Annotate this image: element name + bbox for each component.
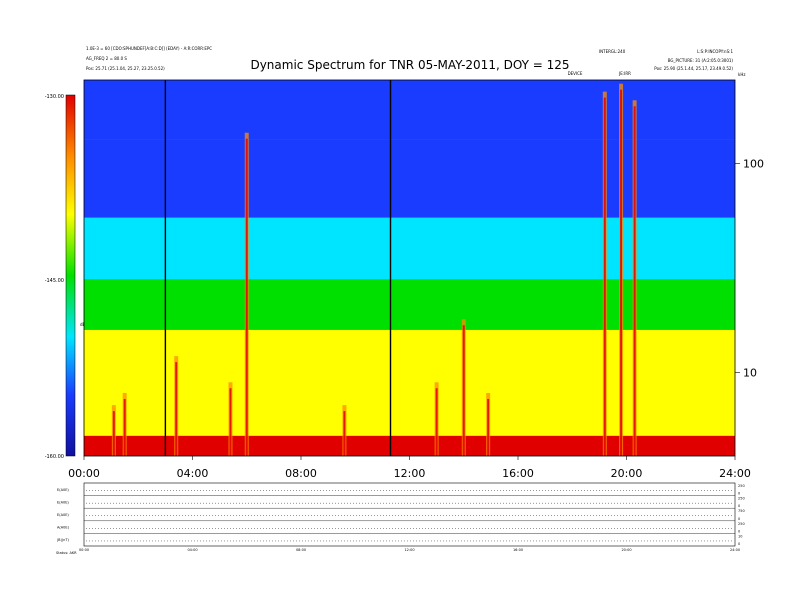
lower-row-label-2: E(A0E)	[57, 513, 69, 517]
lower-row-label-1: E(A0E)	[57, 500, 69, 504]
burst-core-9	[603, 97, 606, 456]
burst-core-6	[435, 388, 438, 456]
band-2	[84, 329, 735, 383]
burst-core-3	[229, 388, 232, 456]
y-axis-right: 100 10	[735, 157, 764, 380]
lower-panel-frame	[83, 482, 736, 547]
lower-footer-label: Status: AKR	[56, 551, 77, 555]
chart-title: Dynamic Spectrum for TNR 05-MAY-2011, DO…	[250, 58, 569, 72]
lower-x-tick-label-3: 12:00	[404, 548, 414, 552]
lower-x-tick-label-0: 00:00	[79, 548, 89, 552]
y-tick-label-0: 100	[743, 157, 764, 170]
x-tick-label-5: 20:00	[611, 467, 643, 480]
burst-core-11	[633, 106, 636, 456]
band-0	[84, 435, 735, 456]
y-unit-label: kHz	[738, 72, 745, 77]
x-axis: 00:00 04:00 08:00 12:00 16:00 20:00 24:00	[68, 456, 751, 480]
colorbar	[65, 94, 76, 457]
lower-row-tick-bottom-1: 0	[738, 504, 740, 508]
lower-x-tick-label-1: 04:00	[187, 548, 197, 552]
burst-core-2	[175, 362, 178, 456]
header-right-line-4: Pos: 25.90 (25.1.44, 25.17, 23.49.0.52)	[654, 66, 733, 71]
header-left-line-2: AG_FREQ 2 = 80.0 S	[86, 56, 127, 61]
lower-row-label-4: |B|(nT)	[57, 538, 69, 542]
band-6	[84, 80, 735, 140]
x-tick-label-2: 08:00	[285, 467, 317, 480]
band-4	[84, 217, 735, 280]
marker-label-jeirr: JE:IRR	[618, 71, 631, 76]
colorbar-tick-bottom: -160.00	[45, 454, 64, 460]
lower-x-tick-label-5: 20:00	[621, 548, 631, 552]
band-5	[84, 139, 735, 218]
x-tick-label-0: 00:00	[68, 467, 100, 480]
lower-x-tick-label-2: 08:00	[296, 548, 306, 552]
lower-row-tick-top-0: 250	[738, 484, 745, 488]
lower-row-tick-bottom-0: 0	[738, 492, 740, 496]
lower-row-tick-top-1: 250	[738, 497, 745, 501]
y-tick-label-1: 10	[743, 367, 757, 380]
x-tick-label-1: 04:00	[177, 467, 209, 480]
lower-row-tick-top-3: 250	[738, 522, 745, 526]
burst-core-1	[123, 398, 126, 456]
x-tick-label-6: 24:00	[719, 467, 751, 480]
lower-panel-x-axis: 00:00 04:00 08:00 12:00 16:00 20:00 24:00	[79, 548, 740, 552]
lower-row-tick-bottom-3: 0	[738, 529, 740, 533]
burst-core-7	[462, 325, 465, 456]
x-tick-label-4: 16:00	[502, 467, 534, 480]
header-right-line-1: INTERGL:240	[599, 49, 626, 54]
burst-core-0	[112, 411, 115, 456]
burst-core-10	[620, 89, 623, 456]
header-left-line-1: 1.0E-3 = 60 [CDO:SPHUNDEF[A:B:C:D]] (EDA…	[86, 46, 212, 51]
colorbar-label: dB	[80, 322, 86, 327]
spectrogram	[84, 80, 735, 456]
lower-row-label-0: E(A0E)	[57, 488, 69, 492]
vertical-markers	[164, 80, 392, 456]
lower-row-label-3: A(A0E)	[57, 526, 70, 530]
header-left-line-3: Pos: 25.71 (25.1.04, 25.27, 23.25.0.52)	[86, 66, 165, 71]
lower-x-tick-label-4: 16:00	[513, 548, 523, 552]
lower-row-tick-bottom-2: 0	[738, 517, 740, 521]
lower-panel: E(A0E)2500E(A0E)2500E(A0E)7500A(A0E)2500…	[56, 482, 745, 555]
burst-core-4	[245, 138, 248, 456]
header-right-line-3: BG_PICTURE: 31 (A:2:05.0:3001)	[668, 58, 734, 63]
header-right-line-2: L:S:P:INCOPY:nS:1	[697, 49, 733, 54]
lower-row-tick-top-2: 750	[738, 509, 745, 513]
band-3	[84, 279, 735, 330]
x-tick-label-3: 12:00	[394, 467, 426, 480]
lower-row-tick-top-4: 10	[738, 534, 742, 538]
emission-bursts	[111, 83, 637, 456]
colorbar-tick-top: -130.00	[45, 94, 64, 100]
band-1	[84, 382, 735, 436]
marker-label-device: DEVICE	[568, 71, 583, 76]
lower-x-tick-label-6: 24:00	[730, 548, 740, 552]
lower-panel-rows: E(A0E)2500E(A0E)2500E(A0E)7500A(A0E)2500…	[57, 484, 745, 546]
colorbar-tick-mid: -145.00	[45, 278, 64, 284]
lower-row-tick-bottom-4: 0	[738, 542, 740, 546]
frequency-bands	[84, 80, 735, 456]
burst-core-5	[343, 411, 346, 456]
burst-core-8	[487, 398, 490, 456]
